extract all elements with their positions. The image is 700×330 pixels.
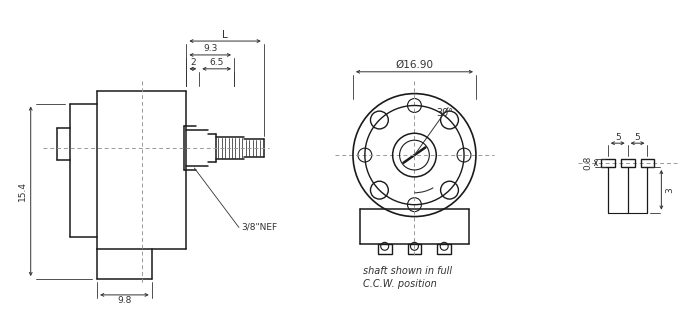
Text: L: L (222, 30, 228, 40)
Bar (640, 159, 654, 167)
Text: 5: 5 (615, 133, 621, 142)
Text: 5: 5 (635, 133, 640, 142)
Bar (438, 244, 451, 254)
Text: 30°: 30° (436, 109, 454, 118)
Text: Ø16.90: Ø16.90 (395, 60, 433, 70)
Text: 6.5: 6.5 (209, 58, 224, 67)
Text: 9.8: 9.8 (117, 296, 132, 305)
Text: shaft shown in full: shaft shown in full (363, 266, 452, 276)
Bar (407, 244, 421, 254)
Text: 3/8"NEF: 3/8"NEF (241, 223, 277, 232)
Bar (378, 244, 391, 254)
Bar (601, 159, 615, 167)
Text: 0.8: 0.8 (584, 156, 592, 170)
Text: 9.3: 9.3 (203, 45, 218, 53)
Text: C.C.W. position: C.C.W. position (363, 279, 437, 289)
Text: 15.4: 15.4 (18, 181, 27, 201)
Text: 3: 3 (665, 187, 674, 193)
Text: 2: 2 (190, 58, 195, 67)
Bar (621, 159, 635, 167)
